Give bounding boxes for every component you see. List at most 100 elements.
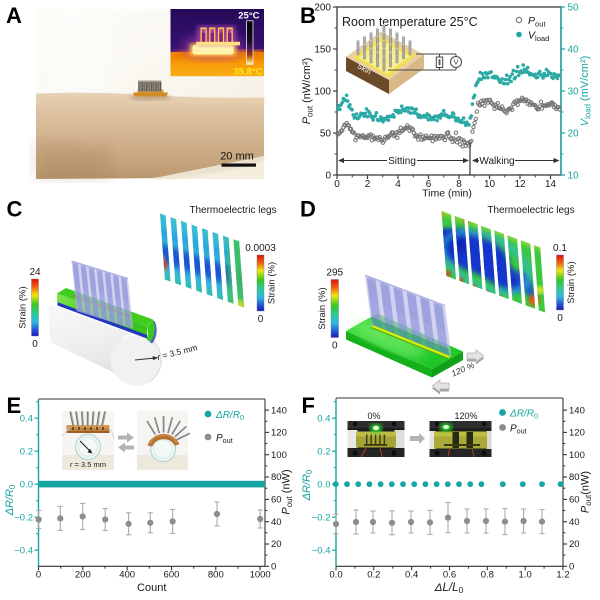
- svg-text:40: 40: [271, 517, 282, 528]
- svg-text:0.4: 0.4: [317, 413, 330, 424]
- svg-text:Time (min): Time (min): [422, 188, 472, 200]
- svg-text:Vload (mV/cm²): Vload (mV/cm²): [579, 56, 592, 127]
- svg-text:40: 40: [568, 45, 580, 56]
- svg-text:r = 3.5 mm: r = 3.5 mm: [156, 342, 198, 362]
- svg-text:C: C: [7, 197, 23, 222]
- svg-text:60: 60: [271, 495, 282, 506]
- svg-text:40: 40: [569, 517, 580, 528]
- svg-text:0.6: 0.6: [443, 570, 456, 581]
- svg-text:V: V: [453, 58, 458, 67]
- svg-text:ΔR/R0: ΔR/R0: [215, 410, 244, 422]
- svg-text:Pout (nW/cm²): Pout (nW/cm²): [301, 58, 314, 125]
- svg-text:2: 2: [365, 179, 371, 190]
- svg-text:20: 20: [568, 129, 580, 140]
- svg-text:140: 140: [569, 405, 585, 416]
- svg-text:r = 3.5 mm: r = 3.5 mm: [70, 460, 106, 469]
- svg-text:ΔL/L0: ΔL/L0: [434, 582, 464, 595]
- svg-text:200: 200: [75, 570, 91, 581]
- svg-text:200: 200: [314, 3, 331, 14]
- svg-text:0: 0: [36, 570, 41, 581]
- svg-text:60: 60: [569, 495, 580, 506]
- svg-text:0: 0: [32, 339, 38, 350]
- svg-text:0.4: 0.4: [20, 413, 33, 424]
- svg-text:30: 30: [568, 87, 580, 98]
- svg-text:14: 14: [545, 179, 557, 190]
- svg-text:140: 140: [271, 405, 287, 416]
- svg-text:4: 4: [395, 179, 401, 190]
- svg-text:600: 600: [164, 570, 180, 581]
- svg-text:E: E: [7, 393, 22, 418]
- svg-text:Sitting: Sitting: [388, 156, 416, 167]
- svg-text:25°C: 25°C: [238, 10, 259, 21]
- svg-text:Vload: Vload: [528, 30, 549, 43]
- svg-text:1000: 1000: [250, 570, 271, 581]
- svg-text:24: 24: [29, 267, 41, 278]
- svg-text:50: 50: [320, 129, 332, 140]
- svg-text:120: 120: [271, 428, 287, 439]
- svg-text:Walking: Walking: [479, 156, 514, 167]
- svg-text:0.0: 0.0: [20, 479, 33, 490]
- svg-text:B: B: [300, 3, 316, 28]
- svg-text:35.8°C: 35.8°C: [233, 67, 262, 78]
- svg-text:10: 10: [568, 171, 580, 182]
- svg-text:D: D: [300, 197, 316, 222]
- svg-text:20 mm: 20 mm: [220, 151, 254, 163]
- svg-text:Strain (%): Strain (%): [566, 261, 577, 303]
- svg-text:0.2: 0.2: [367, 570, 380, 581]
- svg-text:100: 100: [314, 87, 331, 98]
- svg-text:ΔR/R0: ΔR/R0: [4, 484, 17, 516]
- svg-text:Pout (nW): Pout (nW): [281, 469, 294, 514]
- svg-text:0.2: 0.2: [20, 446, 33, 457]
- svg-text:50: 50: [568, 3, 580, 14]
- svg-text:0: 0: [258, 314, 264, 325]
- svg-text:400: 400: [119, 570, 135, 581]
- svg-text:−0.2: −0.2: [312, 512, 331, 523]
- svg-text:A: A: [6, 3, 22, 28]
- svg-text:12: 12: [514, 179, 526, 190]
- svg-text:0: 0: [271, 562, 276, 573]
- svg-text:800: 800: [208, 570, 224, 581]
- svg-text:−0.4: −0.4: [14, 545, 33, 556]
- svg-text:0.2: 0.2: [317, 446, 330, 457]
- svg-text:F: F: [302, 393, 315, 418]
- svg-text:20: 20: [569, 539, 580, 550]
- svg-text:20: 20: [271, 539, 282, 550]
- svg-text:Strain (%): Strain (%): [317, 287, 328, 329]
- svg-text:0.8: 0.8: [481, 570, 494, 581]
- svg-text:0.0003: 0.0003: [245, 243, 276, 254]
- svg-text:Count: Count: [137, 582, 166, 594]
- svg-text:ΔR/R0: ΔR/R0: [301, 469, 314, 501]
- svg-text:Thermoelectric legs: Thermoelectric legs: [487, 205, 574, 216]
- svg-text:0: 0: [334, 179, 340, 190]
- svg-text:120: 120: [569, 428, 585, 439]
- svg-text:80: 80: [271, 472, 282, 483]
- svg-text:150: 150: [314, 45, 331, 56]
- svg-text:0.0: 0.0: [329, 570, 342, 581]
- svg-text:Thermoelectric legs: Thermoelectric legs: [189, 205, 276, 216]
- svg-text:Strain (%): Strain (%): [267, 262, 278, 304]
- svg-text:−0.2: −0.2: [14, 512, 33, 523]
- svg-text:100: 100: [569, 450, 585, 461]
- svg-text:Pout: Pout: [528, 15, 546, 28]
- svg-text:Pout: Pout: [216, 433, 233, 445]
- svg-text:295: 295: [326, 268, 343, 279]
- svg-text:Room temperature 25°C: Room temperature 25°C: [342, 15, 478, 29]
- svg-text:120%: 120%: [454, 411, 477, 421]
- svg-text:0: 0: [332, 341, 338, 352]
- svg-text:−0.4: −0.4: [312, 545, 331, 556]
- svg-text:ΔR/R0: ΔR/R0: [509, 409, 538, 421]
- svg-text:10: 10: [484, 179, 496, 190]
- svg-text:80: 80: [569, 472, 580, 483]
- svg-text:1.0: 1.0: [519, 570, 532, 581]
- svg-text:Strain (%): Strain (%): [18, 286, 29, 328]
- svg-text:0: 0: [325, 171, 331, 182]
- svg-text:100: 100: [271, 450, 287, 461]
- svg-text:6: 6: [426, 179, 432, 190]
- svg-text:1.2: 1.2: [556, 570, 569, 581]
- svg-text:Pout(nW): Pout(nW): [580, 471, 593, 513]
- svg-text:0.0: 0.0: [317, 479, 330, 490]
- svg-text:0: 0: [569, 562, 574, 573]
- svg-text:0%: 0%: [367, 411, 380, 421]
- svg-text:0.1: 0.1: [553, 243, 567, 254]
- svg-text:8: 8: [456, 179, 462, 190]
